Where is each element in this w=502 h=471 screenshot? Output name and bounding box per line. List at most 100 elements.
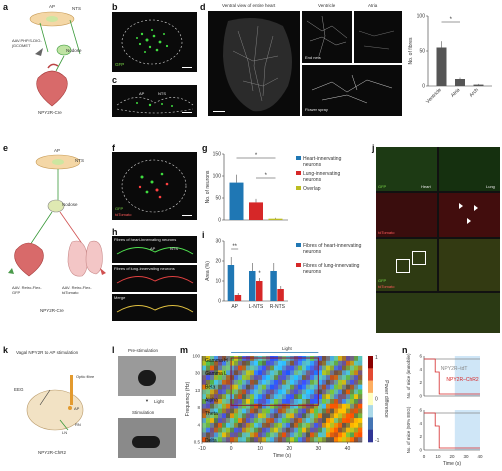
heatmap-cell <box>270 356 275 362</box>
heatmap-cell <box>314 389 319 395</box>
heatmap-cell <box>238 384 243 390</box>
heatmap-cell <box>206 432 211 438</box>
heatmap-cell <box>210 365 215 371</box>
heatmap-cell <box>302 389 307 395</box>
heatmap-cell <box>262 375 267 381</box>
heatmap-cell <box>338 365 343 371</box>
panel-label-d: d <box>200 2 206 12</box>
heatmap-cell <box>286 384 291 390</box>
panel-j-zoom-row <box>376 293 500 333</box>
heatmap-cell <box>290 437 295 443</box>
light-shade <box>454 356 480 396</box>
y-tick-label: 13 <box>195 388 201 393</box>
heatmap-cell <box>278 399 283 405</box>
panel-h-nts-label: NTS <box>170 246 178 251</box>
heatmap-cell <box>286 413 291 419</box>
heatmap-cell <box>310 370 315 376</box>
heatmap-cell <box>222 403 227 409</box>
heatmap-cell <box>350 365 355 371</box>
legend-swatch <box>296 171 301 175</box>
x-tick-label: 10 <box>257 446 263 452</box>
heatmap-cell <box>354 389 359 395</box>
heatmap-cell <box>262 394 267 400</box>
heatmap-cell <box>250 379 255 385</box>
heatmap-cell <box>346 408 351 414</box>
panel-m-light-label: Light <box>282 346 292 351</box>
heatmap-cell <box>306 394 311 400</box>
x-tick-label: 0 <box>423 454 426 459</box>
heatmap-cell <box>250 356 255 362</box>
heatmap-cell <box>234 408 239 414</box>
heatmap-cell <box>350 408 355 414</box>
heatmap-cell <box>262 389 267 395</box>
colorbar-segment <box>368 429 373 443</box>
mouse-figure-stim <box>132 436 160 448</box>
heatmap-cell <box>238 360 243 366</box>
heatmap-cell <box>250 427 255 433</box>
panel-a-nodose-label: Nodose <box>66 48 82 53</box>
heatmap-cell <box>346 418 351 424</box>
heatmap-cell <box>290 389 295 395</box>
heatmap-cell <box>346 356 351 362</box>
heatmap-cell <box>266 418 271 424</box>
heatmap-cell <box>206 418 211 424</box>
heatmap-cell <box>266 365 271 371</box>
heatmap-cell <box>250 403 255 409</box>
heatmap-cell <box>210 375 215 381</box>
heatmap-cell <box>358 384 363 390</box>
heatmap-cell <box>226 375 231 381</box>
heatmap-cell <box>338 432 343 438</box>
heatmap-cell <box>302 418 307 424</box>
heatmap-cell <box>274 437 279 443</box>
panel-d-title-atria: Atria <box>368 3 378 8</box>
band-label: Beta <box>205 384 216 390</box>
heatmap-cell <box>338 394 343 400</box>
heatmap-cell <box>314 437 319 443</box>
heatmap-cell <box>254 422 259 428</box>
panel-label-l: l <box>112 345 115 355</box>
heatmap-cell <box>246 437 251 443</box>
heatmap-cell <box>310 418 315 424</box>
heatmap-cell <box>266 375 271 381</box>
heatmap-cell <box>262 403 267 409</box>
heatmap-cell <box>302 437 307 443</box>
heatmap-cell <box>354 360 359 366</box>
panel-k-optic-label: Optic fibre <box>76 374 95 379</box>
heatmap-cell <box>310 427 315 433</box>
heatmap-cell <box>226 360 231 366</box>
heatmap-cell <box>278 418 283 424</box>
heatmap-cell <box>306 418 311 424</box>
heatmap-cell <box>282 413 287 419</box>
heatmap-cell <box>294 437 299 443</box>
heatmap-cell <box>294 427 299 433</box>
heatmap-cell <box>322 403 327 409</box>
heatmap-cell <box>202 375 207 381</box>
panel-j-heart-gfp <box>376 147 437 191</box>
x-tick-label: Ventricle <box>425 87 443 105</box>
heatmap-cell <box>226 432 231 438</box>
heatmap-cell <box>282 418 287 424</box>
heatmap-cell <box>214 413 219 419</box>
panel-label-g: g <box>202 143 208 153</box>
heatmap-cell <box>250 399 255 405</box>
heatmap-cell <box>306 408 311 414</box>
heatmap-cell <box>242 403 247 409</box>
heatmap-cell <box>298 408 303 414</box>
heatmap-cell <box>274 422 279 428</box>
heatmap-cell <box>346 375 351 381</box>
y-tick-label: 2 <box>419 380 422 385</box>
heatmap-cell <box>290 360 295 366</box>
bar-1 <box>249 202 263 220</box>
heatmap-cell <box>274 418 279 424</box>
heatmap-cell <box>254 418 259 424</box>
bar-l-nts-1 <box>256 281 263 301</box>
y-axis-label: Area (%) <box>205 261 211 281</box>
heatmap-cell <box>294 413 299 419</box>
heatmap-cell <box>346 365 351 371</box>
heatmap-cell <box>230 399 235 405</box>
significance-marker: * <box>258 271 261 277</box>
heatmap-cell <box>214 427 219 433</box>
heatmap-cell <box>274 427 279 433</box>
heatmap-cell <box>278 370 283 376</box>
heatmap-cell <box>310 365 315 371</box>
